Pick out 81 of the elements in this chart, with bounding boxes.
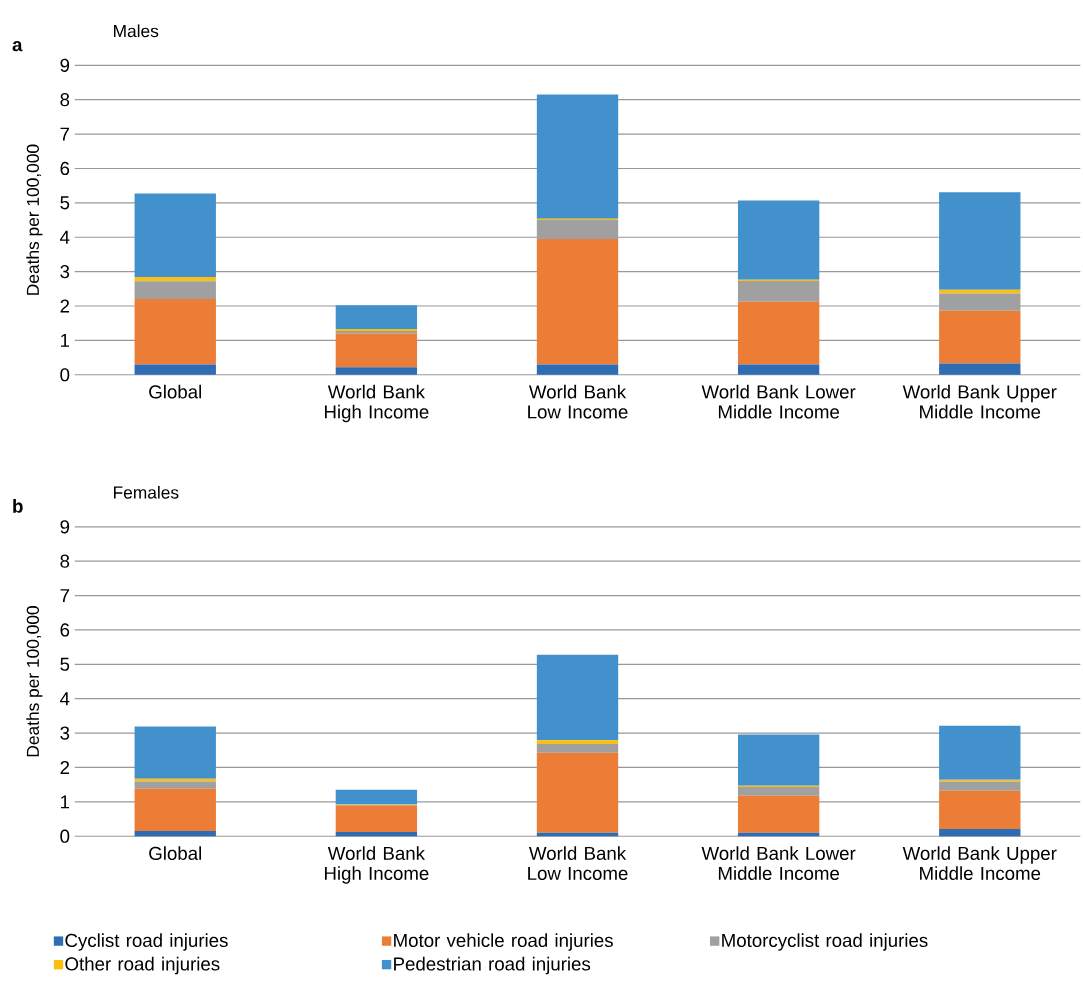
- x-tick-label: World Bank High Income: [324, 846, 429, 884]
- y-axis-title: Deaths per 100,000: [26, 144, 43, 295]
- bar: [536, 752, 619, 833]
- legend-label: Other road injuries: [65, 957, 220, 975]
- y-tick-label: 3: [60, 265, 70, 279]
- legend-label: Motor vehicle road injuries: [394, 933, 613, 951]
- bar: [939, 192, 1021, 291]
- bar: [939, 726, 1021, 781]
- bar: [134, 277, 216, 282]
- bar: [536, 239, 619, 365]
- y-tick-label: 2: [60, 299, 70, 313]
- x-tick-label: Global: [149, 846, 201, 861]
- y-tick-label: 8: [60, 554, 70, 568]
- bar: [737, 787, 820, 796]
- y-tick-label: 0: [60, 829, 70, 844]
- y-tick-label: 7: [60, 589, 70, 603]
- text: a: [12, 41, 23, 52]
- y-tick-label: 9: [60, 520, 70, 534]
- y-tick-label: 9: [60, 58, 70, 73]
- chart-title: Males: [114, 24, 159, 38]
- bar: [335, 333, 418, 368]
- bar: [134, 281, 216, 300]
- bar: [737, 795, 820, 833]
- y-tick-label: 7: [60, 127, 70, 141]
- bar: [939, 293, 1021, 311]
- x-tick-label: World Bank Low Income: [528, 384, 628, 419]
- bar: [134, 726, 216, 780]
- y-axis-title: Deaths per 100,000: [26, 606, 43, 757]
- bar: [134, 364, 216, 375]
- bar: [536, 220, 619, 240]
- bar: [335, 832, 418, 837]
- legend-label: Pedestrian road injuries: [394, 957, 591, 975]
- bar: [335, 367, 418, 375]
- bar: [939, 363, 1021, 375]
- y-tick-label: 6: [60, 623, 70, 637]
- bar: [737, 281, 820, 303]
- bar: [737, 734, 820, 786]
- bar: [134, 788, 216, 832]
- bar: [737, 200, 820, 281]
- y-tick-label: 3: [60, 726, 70, 740]
- bar: [536, 364, 619, 375]
- bar: [536, 740, 619, 745]
- y-tick-label: 6: [60, 162, 70, 176]
- y-tick-label: 2: [60, 761, 70, 775]
- y-tick-label: 4: [60, 692, 70, 706]
- bar: [737, 364, 820, 375]
- bar: [536, 744, 619, 753]
- x-tick-label: World Bank Upper Middle Income: [902, 384, 1057, 419]
- bar: [335, 305, 418, 330]
- bar: [134, 299, 216, 365]
- x-tick-label: World Bank Upper Middle Income: [902, 846, 1057, 881]
- bar: [536, 94, 619, 219]
- bar: [939, 290, 1021, 294]
- legend-label: Cyclist road injuries: [65, 933, 228, 951]
- bar: [939, 829, 1021, 837]
- bar: [737, 302, 820, 365]
- bar: [939, 791, 1021, 830]
- bar: [134, 193, 216, 278]
- x-tick-label: World Bank Low Income: [528, 846, 628, 881]
- y-tick-label: 1: [61, 334, 70, 347]
- y-tick-label: 8: [60, 93, 70, 107]
- bar: [134, 781, 216, 789]
- y-tick-label: 4: [60, 231, 70, 244]
- text: b: [13, 499, 23, 514]
- bar: [335, 790, 418, 805]
- x-tick-label: Global: [149, 384, 201, 399]
- y-tick-label: 0: [60, 368, 70, 382]
- bar: [134, 779, 216, 782]
- bar: [335, 805, 418, 833]
- x-tick-label: World Bank Lower Middle Income: [701, 384, 856, 419]
- legend-label: Motorcyclist road injuries: [722, 933, 928, 951]
- y-tick-label: 5: [60, 196, 70, 210]
- x-tick-label: World Bank Lower Middle Income: [701, 846, 856, 881]
- y-tick-label: 5: [60, 658, 70, 672]
- bar: [536, 654, 619, 741]
- chart-title: Females: [114, 486, 179, 499]
- bar: [939, 781, 1021, 792]
- bar: [134, 831, 216, 837]
- y-tick-label: 1: [61, 795, 70, 809]
- x-tick-label: World Bank High Income: [324, 384, 429, 423]
- bar: [939, 311, 1021, 364]
